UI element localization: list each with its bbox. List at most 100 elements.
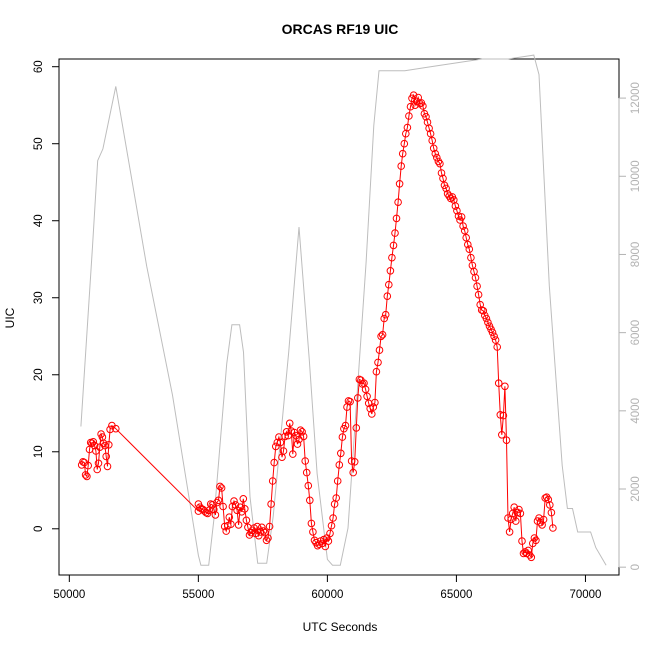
uic-point [337, 449, 345, 458]
uic-point [465, 245, 474, 253]
uic-point [306, 496, 314, 505]
uic-point [544, 495, 553, 504]
uic-point [505, 528, 514, 536]
uic-point [525, 551, 534, 559]
uic-point [302, 468, 311, 477]
uic-point [352, 424, 361, 432]
x-axis: 50000 55000 60000 65000 70000 [53, 574, 601, 601]
uic-point [363, 392, 371, 401]
uic-point [439, 174, 447, 183]
y2-tick-label: 0 [630, 564, 642, 570]
uic-point [512, 517, 520, 525]
uic-point [231, 501, 240, 509]
uic-point [101, 441, 109, 450]
uic-point [493, 343, 502, 351]
y-tick-label: 40 [33, 214, 45, 227]
uic-point [473, 282, 481, 291]
uic-point [372, 367, 381, 376]
uic-point [361, 385, 370, 394]
uic-point [501, 382, 509, 391]
uic-point [256, 528, 265, 536]
uic-point [515, 505, 523, 514]
uic-point [354, 394, 362, 402]
uic-point [482, 314, 491, 323]
x-axis-label: UTC Seconds [303, 620, 378, 634]
uic-point [324, 537, 333, 545]
uic-point [347, 457, 356, 465]
uic-point [333, 477, 342, 485]
uic-point [236, 503, 244, 512]
uic-point [426, 129, 435, 138]
uic-point [436, 159, 444, 168]
uic-point [516, 509, 525, 518]
uic-point [524, 546, 533, 555]
uic-point [400, 139, 409, 148]
uic-point [392, 214, 401, 223]
uic-point [530, 534, 539, 542]
uic-point [383, 292, 392, 301]
uic-point [484, 318, 492, 327]
uic-point [378, 330, 387, 339]
uic-point [349, 468, 358, 477]
uic-point [425, 124, 433, 133]
uic-point [498, 431, 506, 439]
uic-point [490, 332, 498, 341]
uic-point [350, 458, 359, 466]
uic-point [491, 336, 500, 344]
uic-point [293, 440, 302, 448]
y-tick-label: 60 [33, 60, 45, 73]
uic-point [105, 441, 113, 449]
y-tick-label: 20 [33, 368, 45, 381]
uic-point [476, 300, 485, 309]
uic-point [92, 447, 100, 455]
uic-point [374, 358, 382, 367]
uic-point [102, 452, 110, 461]
uic-point [219, 502, 227, 511]
y2-tick-label: 4000 [630, 398, 642, 424]
uic-point [437, 169, 446, 177]
uic-point [464, 240, 472, 249]
uic-point [281, 432, 289, 441]
uic-point [459, 222, 467, 230]
y2-tick-label: 10000 [630, 160, 642, 192]
uic-point [386, 267, 395, 275]
uic-point [222, 527, 230, 535]
uic-series [77, 91, 557, 562]
uic-point [451, 202, 460, 210]
x-tick-label: 55000 [182, 589, 214, 601]
uic-point [227, 520, 235, 529]
uic-point [81, 471, 90, 479]
uic-point [307, 519, 316, 528]
uic-point [494, 379, 503, 388]
uic-point [388, 253, 396, 262]
x-tick-label: 65000 [440, 589, 472, 601]
uic-point [549, 524, 557, 532]
uic-point [326, 529, 334, 538]
uic-point [377, 332, 385, 341]
y-tick-label: 50 [33, 137, 45, 150]
altitude-series [80, 54, 607, 566]
y2-tick-label: 8000 [630, 242, 642, 268]
y-tick-label: 30 [33, 291, 45, 304]
uic-point [265, 522, 274, 531]
uic-point [329, 514, 337, 522]
uic-point [272, 442, 280, 451]
uic-point [488, 328, 497, 337]
y-tick-label: 0 [33, 526, 45, 532]
uic-point [210, 505, 218, 514]
uic-point [546, 501, 554, 509]
uic-point [398, 149, 407, 158]
uic-point [479, 307, 488, 315]
uic-point [471, 273, 480, 282]
uic-point [273, 438, 282, 447]
uic-point [268, 477, 277, 485]
uic-point [499, 411, 508, 420]
uic-point [429, 144, 438, 153]
uic-point [298, 428, 306, 436]
uic-point [474, 290, 483, 299]
uic-point [103, 462, 112, 471]
uic-point [403, 123, 412, 132]
uic-point [301, 457, 310, 465]
uic-point [457, 213, 466, 221]
uic-point [289, 450, 297, 458]
